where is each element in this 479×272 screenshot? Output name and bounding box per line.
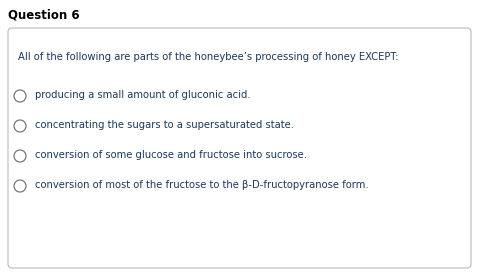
Text: All of the following are parts of the honeybee’s processing of honey EXCEPT:: All of the following are parts of the ho… bbox=[18, 52, 399, 62]
Text: concentrating the sugars to a supersaturated state.: concentrating the sugars to a supersatur… bbox=[35, 120, 294, 130]
Text: Question 6: Question 6 bbox=[8, 8, 80, 21]
FancyBboxPatch shape bbox=[8, 28, 471, 268]
Text: conversion of some glucose and fructose into sucrose.: conversion of some glucose and fructose … bbox=[35, 150, 307, 160]
Text: conversion of most of the fructose to the β-D-fructopyranose form.: conversion of most of the fructose to th… bbox=[35, 180, 369, 190]
Text: producing a small amount of gluconic acid.: producing a small amount of gluconic aci… bbox=[35, 90, 251, 100]
